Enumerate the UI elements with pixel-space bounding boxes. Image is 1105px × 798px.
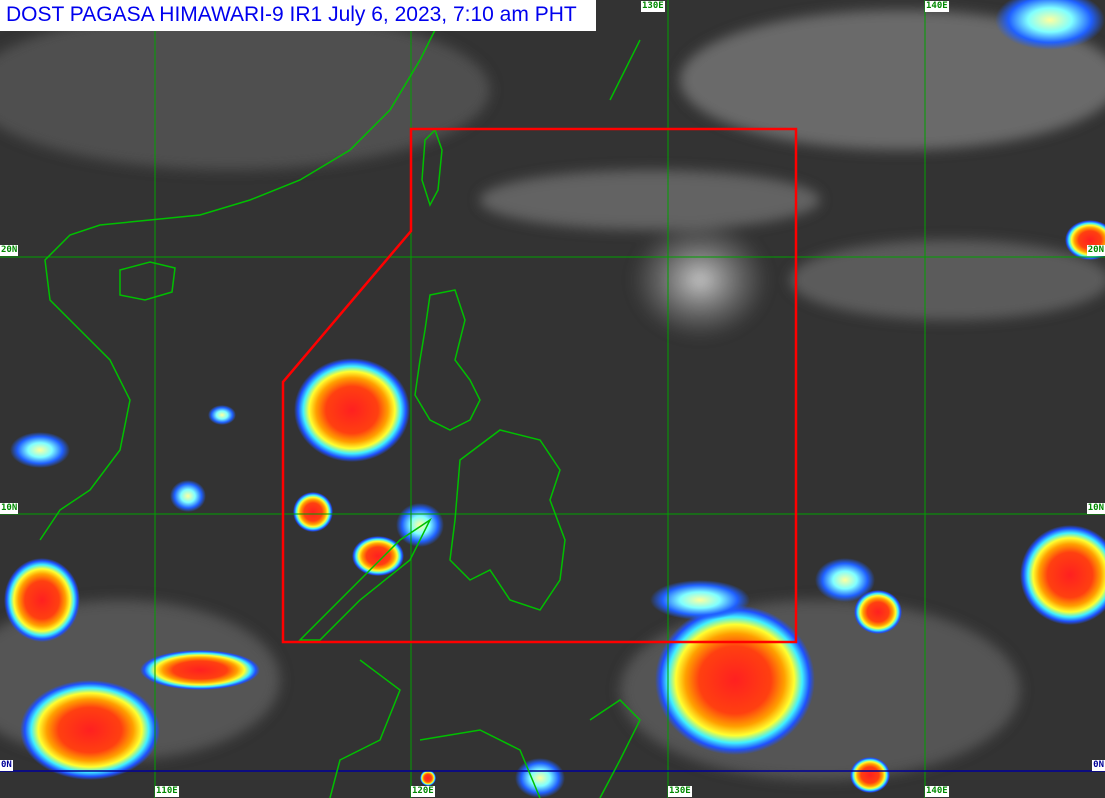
- latitude-label-0n-left: 0N: [0, 760, 13, 771]
- longitude-label-130e-top: 130E: [641, 1, 665, 12]
- latitude-label-20n-left: 20N: [0, 245, 19, 256]
- longitude-label-140e: 140E: [925, 786, 949, 797]
- longitude-label-110e: 110E: [155, 786, 179, 797]
- longitude-label-140e-top: 140E: [925, 1, 949, 12]
- image-title: DOST PAGASA HIMAWARI-9 IR1 July 6, 2023,…: [0, 0, 596, 31]
- latitude-label-10n-left: 10N: [0, 503, 19, 514]
- latitude-label-20n-right: 20N: [1086, 245, 1105, 256]
- longitude-label-120e: 120E: [411, 786, 435, 797]
- latitude-label-10n-right: 10N: [1086, 503, 1105, 514]
- coastlines: [39, 19, 641, 798]
- latitude-label-0n-right: 0N: [1092, 760, 1105, 771]
- par-boundary: [281, 127, 798, 644]
- longitude-label-130e: 130E: [668, 786, 692, 797]
